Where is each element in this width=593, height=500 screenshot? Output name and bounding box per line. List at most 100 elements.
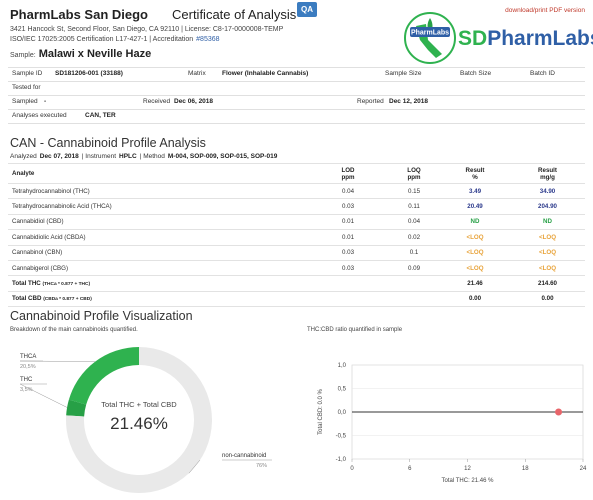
text-block: SD181206-001 (33188)	[55, 70, 123, 78]
center-title: Total THC + Total CBD	[101, 400, 177, 409]
text-block: 3421 Hancock St, Second Floor, San Diego…	[10, 26, 283, 34]
total-name: Total THC	[12, 280, 41, 288]
accreditation: ISO/IEC 17025:2005 Certification L17-427…	[10, 36, 194, 43]
divider	[8, 109, 585, 110]
total-formula: (THCa * 0.877 + THC)	[42, 282, 91, 288]
cell: 21.46	[440, 275, 510, 292]
cell: <LOQ	[510, 244, 585, 261]
cell: 0.03	[308, 198, 388, 215]
download-link: download/print PDF version	[505, 7, 585, 14]
analyte-row: Cannabidiolic Acid (CBDA) 0.01 0.02 <LOQ <LO…	[8, 229, 585, 246]
x-tick-label: 12	[464, 466, 471, 472]
sample-label: Sample:	[10, 52, 36, 59]
text-block: Sampled	[12, 98, 38, 106]
x-tick-label: 0	[350, 466, 354, 472]
header-top: Result	[465, 166, 485, 174]
instrument: HPLC	[119, 153, 137, 160]
cell: 0.00	[440, 290, 510, 307]
cell: 0.1	[388, 244, 440, 261]
donut-chart: THCA 20,5% THC 3,5% non-cannabinoid 76% Total …	[19, 347, 272, 493]
y-tick-label: -1,0	[336, 457, 347, 463]
column-header: LOQ ppm	[388, 163, 440, 184]
divider	[8, 67, 585, 68]
header-unit: ppm	[341, 173, 355, 181]
cell: <LOQ	[440, 229, 510, 246]
sampled: -	[44, 98, 47, 105]
total-row: Total CBD (CBDa * 0.877 + CBD) 0.00 0.00	[8, 290, 585, 307]
matrix-label: Matrix	[188, 70, 206, 77]
text-block: Sample: Malawi x Neville Haze	[10, 49, 151, 60]
cell: 0.00	[510, 290, 585, 307]
text-block: -	[44, 98, 47, 106]
text-block: CAN - Cannabinoid Profile Analysis	[10, 137, 206, 150]
cell: 204.90	[510, 198, 585, 215]
cell: Total THC (THCa * 0.877 + THC)	[8, 275, 308, 292]
cell: Cannabinol (CBN)	[8, 244, 308, 261]
text-block: Analyses executed	[12, 112, 67, 120]
text-block: THC:CBD ratio quantified in sample	[307, 327, 402, 334]
data-point	[555, 408, 563, 416]
cell: 0.04	[388, 213, 440, 230]
logo-emblem: PharmLabs	[404, 12, 456, 64]
cell: Cannabidiol (CBD)	[8, 213, 308, 230]
header-unit: ppm	[407, 173, 421, 181]
text-block: Analyzed Dec 07, 2018 | Instrument HPLC | Me…	[10, 153, 277, 161]
x-tick-label: 18	[522, 466, 529, 472]
cell: 0.15	[388, 182, 440, 199]
logo-prefix: SD	[458, 27, 488, 50]
text-block: ISO/IEC 17025:2005 Certification L17-427…	[10, 36, 220, 44]
segment-label: 3,5%	[20, 387, 33, 393]
reported-label: Reported	[357, 98, 384, 105]
cell: 0.03	[308, 259, 388, 276]
analyses: CAN, TER	[85, 112, 116, 119]
divider	[8, 123, 585, 124]
matrix: Flower (Inhalable Cannabis)	[222, 70, 309, 77]
address: 3421 Hancock St, Second Floor, San Diego…	[10, 26, 284, 33]
cannabinoid-table: Analyte LOD ppm LOQ ppm Result% Result mg/g Tetr…	[8, 163, 585, 308]
donut-caption: Breakdown of the main cannabinoids quant…	[10, 327, 138, 333]
logo-wordmark: SDPharmLabs	[458, 28, 593, 49]
text-block: Reported	[357, 98, 384, 106]
text-block: Received	[143, 98, 171, 106]
leader-line	[19, 383, 68, 408]
analyte-row: Cannabinol (CBN) 0.03 0.1 <LOQ <LOQ	[8, 244, 585, 261]
analyte-row: Cannabigerol (CBG) 0.03 0.09 <LOQ <LOQ	[8, 259, 585, 276]
segment-name: THC	[20, 377, 33, 383]
cell: 0.01	[308, 213, 388, 230]
cell: Cannabidiolic Acid (CBDA)	[8, 229, 308, 246]
header-unit: %	[472, 173, 478, 181]
doc-title: Certificate of Analysis	[172, 7, 297, 22]
text-block: Cannabinoid Profile Visualization	[10, 310, 193, 323]
y-tick-label: 0,5	[338, 387, 347, 393]
received-label: Received	[143, 98, 171, 105]
cell: <LOQ	[510, 259, 585, 276]
y-tick-label: 0,0	[338, 410, 347, 416]
text-block: Sample ID	[12, 70, 42, 78]
segment-name: non-cannabinoid	[222, 453, 266, 459]
divider	[8, 81, 585, 82]
cell: 3.49	[440, 182, 510, 199]
header-top: LOD	[341, 166, 355, 174]
header-unit: mg/g	[540, 173, 555, 181]
text-block: Breakdown of the main cannabinoids quant…	[10, 327, 138, 334]
analyses-label: Analyses executed	[12, 112, 67, 119]
y-axis-label: Total CBD: 0.0 %	[318, 388, 324, 434]
cell	[388, 275, 440, 292]
logo-badge: PharmLabs	[411, 30, 449, 37]
cell: Tetrahydrocannabinolic Acid (THCA)	[8, 198, 308, 215]
header-row: Analyte LOD ppm LOQ ppm Result% Result mg/g	[8, 163, 585, 184]
column-header: Result%	[440, 163, 510, 184]
cell: Cannabigerol (CBG)	[8, 259, 308, 276]
text-block: PharmLabs San Diego	[10, 8, 148, 22]
donut-segment	[66, 399, 87, 417]
cell	[388, 290, 440, 307]
column-header: Analyte	[8, 163, 308, 184]
header-top: Analyte	[12, 170, 35, 177]
text-block: CAN, TER	[85, 112, 116, 120]
y-tick-label: 1,0	[338, 363, 347, 369]
x-tick-label: 6	[408, 466, 412, 472]
sample-id: SD181206-001 (33188)	[55, 70, 123, 77]
cell: 214.60	[510, 275, 585, 292]
cell: 0.09	[388, 259, 440, 276]
